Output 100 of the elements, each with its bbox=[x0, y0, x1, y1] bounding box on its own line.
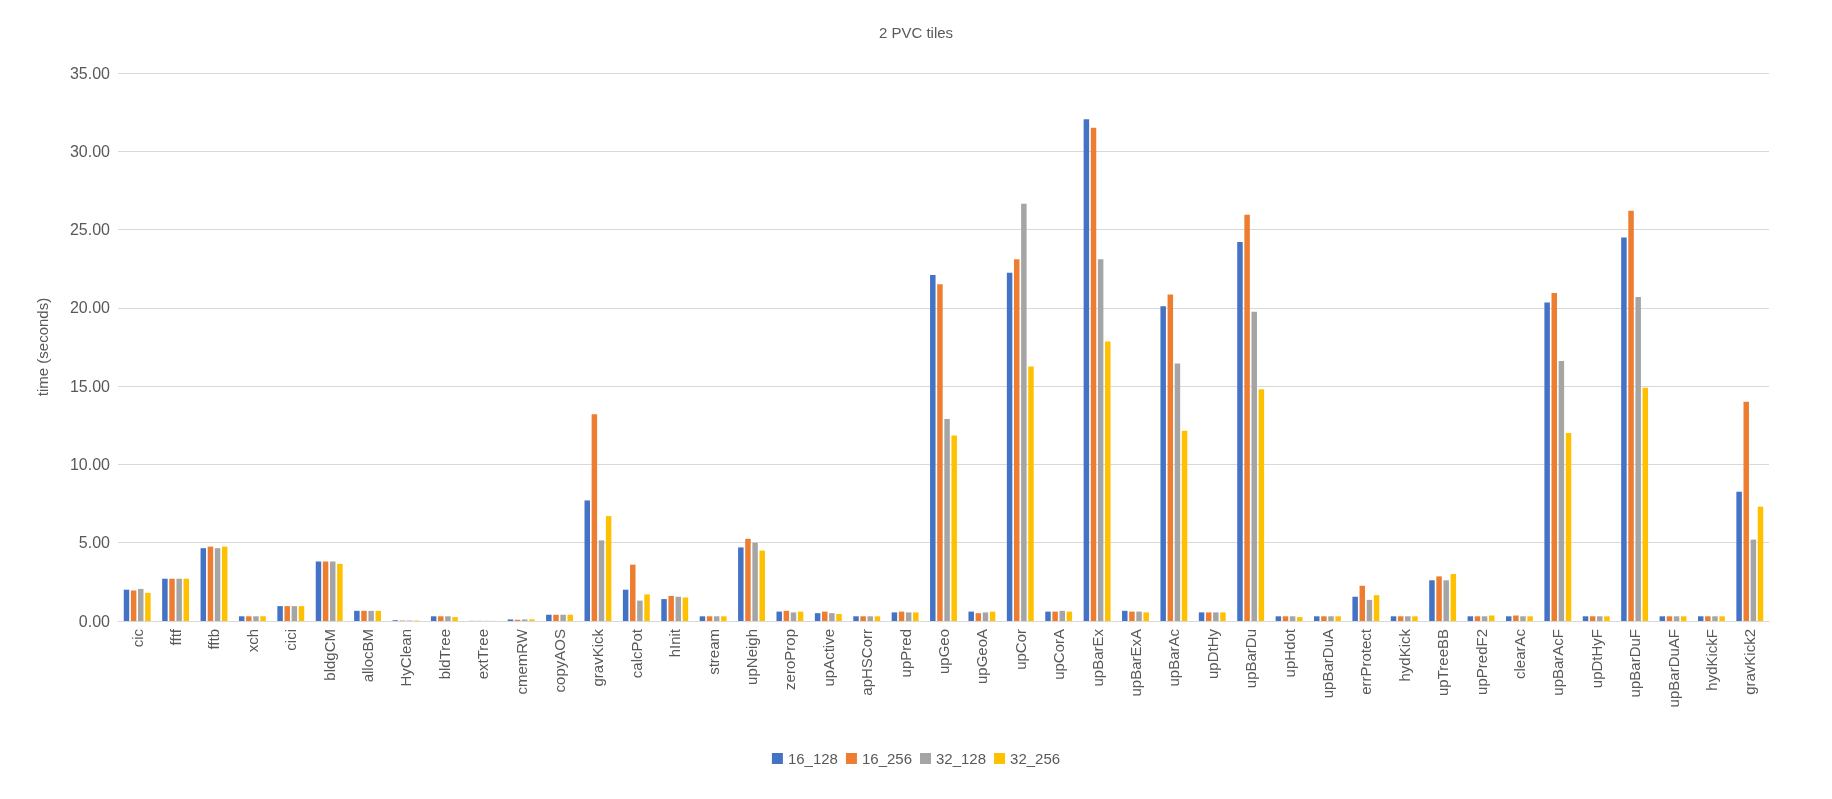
bar bbox=[937, 284, 943, 621]
bar bbox=[214, 548, 221, 621]
bar bbox=[560, 614, 566, 621]
bar bbox=[1697, 616, 1704, 621]
bar bbox=[1328, 616, 1334, 621]
bar bbox=[721, 616, 727, 621]
bar bbox=[368, 610, 374, 621]
bar bbox=[183, 578, 190, 621]
bar bbox=[207, 546, 214, 621]
bar bbox=[1429, 580, 1435, 621]
x-tick-label: upGeoA bbox=[973, 629, 991, 685]
x-tick-label: apHSCorr bbox=[858, 629, 876, 696]
bar bbox=[975, 613, 982, 621]
bar bbox=[1659, 616, 1666, 621]
bar bbox=[145, 592, 151, 621]
x-tick-label: upBarDuA bbox=[1318, 629, 1336, 699]
bar bbox=[238, 616, 245, 621]
bar bbox=[1443, 580, 1449, 621]
bar bbox=[1705, 616, 1711, 621]
y-tick-label: 15.00 bbox=[69, 377, 111, 395]
bar bbox=[123, 589, 130, 621]
bar bbox=[1505, 616, 1512, 621]
x-tick-label: errProtect bbox=[1357, 628, 1375, 695]
x-tick-label: extTree bbox=[474, 629, 492, 680]
bar bbox=[1582, 616, 1589, 621]
bar bbox=[1321, 616, 1327, 621]
bar bbox=[1289, 616, 1296, 621]
bar bbox=[668, 595, 674, 621]
bar bbox=[951, 435, 957, 621]
x-tick-label: hInit bbox=[666, 628, 684, 658]
x-tick-label: upBarDuAF bbox=[1664, 629, 1682, 708]
x-tick-label: cici bbox=[282, 629, 300, 651]
bar bbox=[905, 612, 912, 621]
x-tick-label: calcPot bbox=[627, 628, 645, 679]
bar bbox=[1198, 612, 1205, 621]
x-tick-label: cmemRW bbox=[512, 628, 530, 695]
bar bbox=[605, 516, 612, 621]
y-tick-label: 35.00 bbox=[69, 64, 111, 82]
bar bbox=[1621, 237, 1627, 621]
bar bbox=[1520, 616, 1526, 621]
bar bbox=[745, 538, 751, 621]
bar bbox=[1167, 294, 1174, 621]
x-tick-label: upBarDu bbox=[1242, 629, 1260, 689]
bar bbox=[200, 548, 207, 621]
bar bbox=[277, 606, 283, 621]
legend-label: 16_128 bbox=[787, 750, 838, 767]
bar bbox=[1436, 576, 1442, 621]
x-tick-label: HyClean bbox=[397, 629, 415, 687]
bar bbox=[1282, 616, 1289, 621]
bar bbox=[630, 564, 636, 621]
bar bbox=[1642, 387, 1649, 621]
bar bbox=[1750, 539, 1757, 621]
bar bbox=[860, 616, 866, 621]
x-tick-label: bldgCM bbox=[320, 629, 338, 681]
x-tick-label: upCor bbox=[1011, 629, 1029, 670]
bar bbox=[221, 546, 228, 621]
bar bbox=[944, 419, 950, 621]
bar bbox=[836, 613, 842, 621]
bar bbox=[298, 606, 305, 621]
bar bbox=[1213, 612, 1219, 621]
y-tick-label: 0.00 bbox=[78, 612, 111, 630]
x-tick-label: upDtHy bbox=[1203, 628, 1221, 680]
bar bbox=[1565, 433, 1572, 621]
bar bbox=[130, 590, 137, 621]
bar bbox=[1551, 292, 1557, 621]
bar bbox=[1736, 491, 1742, 621]
x-tick-label: bldTree bbox=[435, 629, 453, 680]
bar bbox=[675, 596, 682, 621]
x-tick-label: hydKickF bbox=[1702, 629, 1720, 691]
bar bbox=[1220, 612, 1226, 621]
bar bbox=[553, 614, 559, 621]
bar bbox=[1181, 430, 1188, 621]
x-tick-label: gravKick bbox=[589, 628, 607, 687]
bar bbox=[1597, 616, 1603, 621]
bar bbox=[1174, 363, 1181, 621]
x-tick-label: upDtHyF bbox=[1587, 629, 1605, 689]
bar bbox=[622, 589, 629, 621]
bar bbox=[284, 606, 290, 621]
bar bbox=[452, 617, 458, 621]
y-tick-label: 25.00 bbox=[69, 221, 111, 239]
bar bbox=[1143, 612, 1149, 621]
bar bbox=[1666, 616, 1673, 621]
bar bbox=[354, 610, 360, 621]
bar bbox=[1628, 210, 1634, 621]
x-tick-label: upBarExA bbox=[1126, 629, 1144, 697]
bar bbox=[867, 616, 874, 621]
x-tick-label: upBarAcF bbox=[1549, 629, 1567, 696]
bar bbox=[699, 616, 706, 621]
bar bbox=[1244, 214, 1250, 621]
bar bbox=[169, 578, 175, 621]
bar bbox=[1314, 616, 1320, 621]
bar bbox=[591, 414, 598, 621]
bar bbox=[322, 561, 329, 621]
bar bbox=[1589, 616, 1596, 621]
bar bbox=[1097, 259, 1104, 621]
bar bbox=[1635, 296, 1641, 621]
bar bbox=[1513, 615, 1519, 621]
x-tick-label: upCorA bbox=[1050, 629, 1068, 680]
x-tick-label: fftb bbox=[205, 629, 223, 650]
bar bbox=[1275, 616, 1282, 621]
